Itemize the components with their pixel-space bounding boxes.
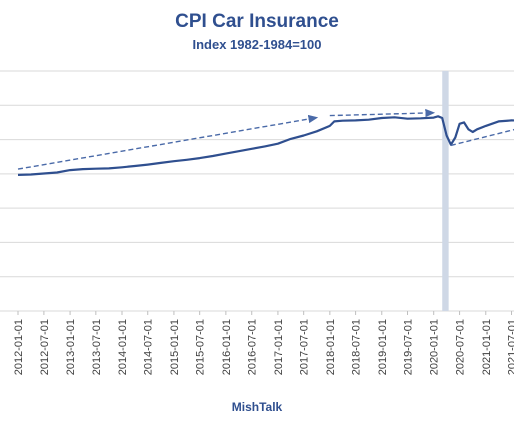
series-line-cpi [17, 115, 514, 176]
x-tick-label: 2017-07-01 [299, 319, 311, 375]
x-tick-label: 2015-01-01 [169, 319, 181, 375]
trend-line-2 [329, 108, 436, 118]
x-tick-label: 2018-01-01 [325, 319, 337, 375]
x-tick-label: 2020-01-01 [429, 319, 441, 375]
x-tick-label: 2020-07-01 [455, 319, 467, 375]
x-tick-label: 2015-07-01 [195, 319, 207, 375]
x-tick-label: 2016-01-01 [221, 319, 233, 375]
x-tick-label: 2017-01-01 [273, 319, 285, 375]
x-tick-label: 2014-01-01 [117, 319, 129, 375]
recession-band [442, 71, 449, 311]
gridlines [0, 70, 514, 312]
x-tick-label: 2016-07-01 [247, 319, 259, 375]
source-label: MishTalk [232, 400, 283, 414]
x-tick-label: 2014-07-01 [143, 319, 155, 375]
x-tick-label: 2021-07-01 [507, 319, 514, 375]
x-tick-label: 2013-07-01 [91, 319, 103, 375]
x-tick-labels: 2012-01-01 2012-07-01 2013-01-01 2013-07-01… [13, 311, 514, 375]
x-tick-label: 2021-01-01 [481, 319, 493, 375]
x-tick-label: 2012-07-01 [39, 319, 51, 375]
x-tick-label: 2019-01-01 [377, 319, 389, 375]
series-lines [17, 108, 514, 176]
x-tick-label: 2012-01-01 [13, 319, 25, 375]
trend-line-1 [17, 114, 319, 170]
recession-band-group [442, 71, 449, 311]
chart-title: CPI Car Insurance [175, 11, 339, 32]
chart-subtitle: Index 1982-1984=100 [192, 37, 321, 52]
x-tick-label: 2013-01-01 [65, 319, 77, 375]
trend-line-3 [450, 128, 514, 147]
x-tick-label: 2019-07-01 [403, 319, 415, 375]
x-tick-label: 2018-07-01 [351, 319, 363, 375]
